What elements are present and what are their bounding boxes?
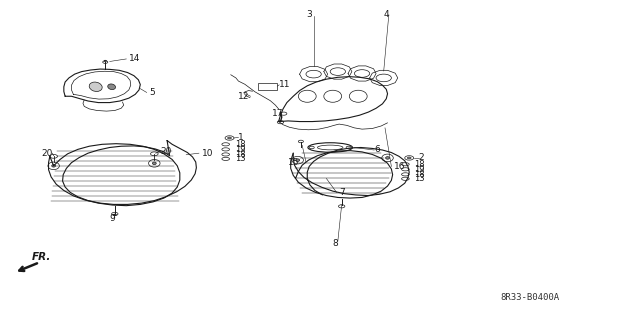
Text: 6: 6 [374, 145, 380, 154]
Text: 16: 16 [394, 162, 405, 171]
Ellipse shape [152, 162, 156, 165]
Text: 9: 9 [109, 214, 115, 223]
Text: 19: 19 [414, 165, 425, 174]
Text: 14: 14 [129, 55, 140, 63]
Text: 15: 15 [288, 158, 300, 167]
Text: 20: 20 [41, 149, 52, 158]
Text: 1: 1 [239, 133, 244, 142]
Text: 18: 18 [414, 170, 425, 179]
Ellipse shape [296, 159, 300, 161]
Text: 8: 8 [333, 239, 339, 248]
Text: 10: 10 [202, 149, 213, 158]
Ellipse shape [108, 84, 116, 90]
Bar [257, 83, 276, 90]
Text: 8R33-B0400A: 8R33-B0400A [500, 293, 560, 302]
Text: 7: 7 [339, 188, 345, 197]
Text: 4: 4 [384, 10, 389, 19]
Text: 19: 19 [235, 145, 245, 154]
Text: 18: 18 [235, 150, 245, 159]
Text: 13: 13 [414, 174, 425, 183]
Ellipse shape [104, 60, 106, 62]
Text: 3: 3 [306, 10, 312, 19]
Text: 18: 18 [414, 160, 425, 169]
Text: 20: 20 [161, 147, 172, 156]
Ellipse shape [228, 137, 232, 139]
Ellipse shape [386, 157, 390, 159]
Text: 2: 2 [419, 153, 424, 162]
Text: 13: 13 [235, 154, 245, 163]
Text: 18: 18 [235, 140, 245, 149]
Ellipse shape [89, 82, 102, 92]
Text: FR.: FR. [32, 252, 51, 262]
Text: 17: 17 [271, 109, 283, 118]
Ellipse shape [52, 165, 56, 167]
Ellipse shape [113, 214, 116, 216]
Text: 11: 11 [279, 80, 291, 89]
Text: 12: 12 [239, 92, 250, 101]
Text: 5: 5 [149, 88, 155, 97]
Ellipse shape [407, 157, 411, 159]
